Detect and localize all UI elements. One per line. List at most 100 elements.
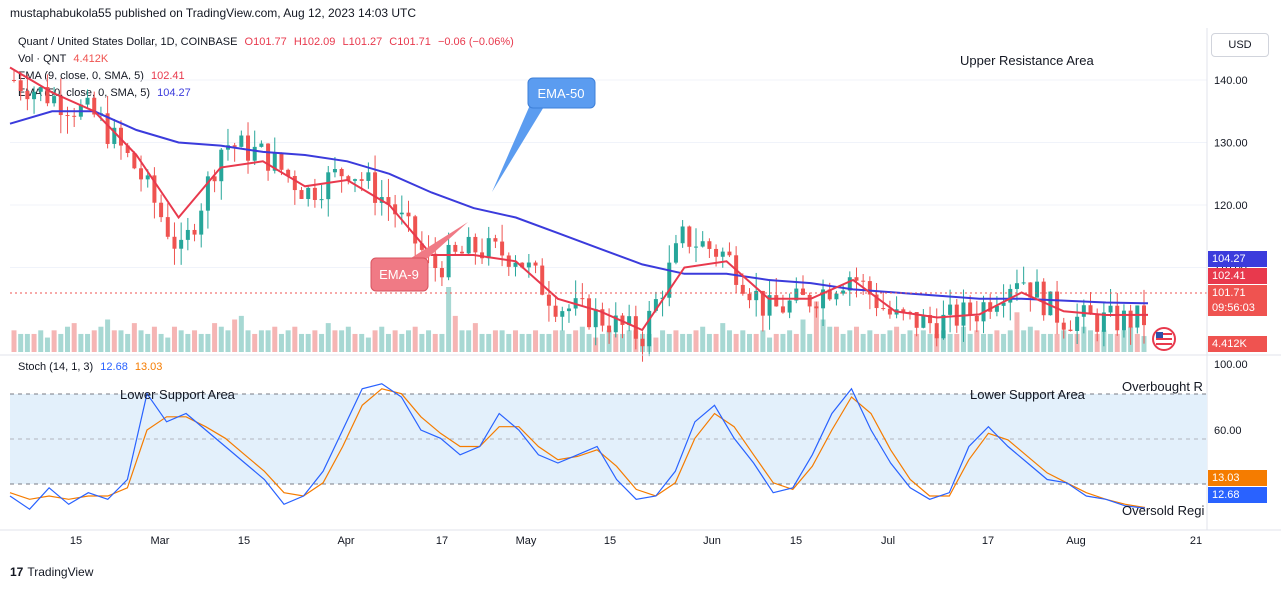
candle-body [948, 304, 953, 315]
candle-body [326, 172, 331, 200]
volume-bar [820, 319, 826, 352]
volume-bar [38, 330, 44, 352]
candle-body [841, 290, 846, 294]
lower-support-label-1: Lower Support Area [120, 387, 236, 402]
currency-button[interactable]: USD [1211, 33, 1269, 57]
volume-bar [365, 337, 371, 352]
candle-body [279, 153, 284, 170]
candle-body [165, 217, 170, 237]
candle-body [379, 197, 384, 203]
candle-body [887, 308, 892, 315]
candle-body [1121, 310, 1126, 331]
candle-body [647, 310, 652, 347]
candle-body [600, 309, 605, 326]
candle-body [881, 308, 886, 310]
candle-body [700, 241, 705, 247]
candle-body [774, 295, 779, 307]
candle-body [847, 277, 852, 291]
volume-bar [78, 333, 84, 352]
candle-body [1041, 281, 1046, 316]
candle-body [540, 265, 545, 295]
volume-bar [1054, 333, 1060, 352]
candle-body [734, 255, 739, 285]
candle-body [446, 244, 451, 278]
volume-legend: Vol · QNT 4.412K [18, 53, 112, 65]
candle-body [139, 168, 144, 180]
volume-bar [339, 330, 345, 352]
volume-bar [787, 330, 793, 352]
candle-body [359, 179, 364, 181]
volume-bar [640, 333, 646, 352]
candle-body [179, 239, 184, 249]
ema9-label[interactable]: EMA (9, close, 0, SMA, 5) [18, 70, 144, 82]
volume-bar [767, 337, 773, 352]
volume-bar [118, 330, 124, 352]
volume-bar [619, 333, 625, 352]
volume-bar [452, 315, 458, 352]
time-tick-label: Aug [1066, 535, 1086, 547]
candle-body [1095, 314, 1100, 332]
candle-body [794, 288, 799, 301]
volume-bar [1061, 330, 1067, 352]
tradingview-logo[interactable]: 17 TradingView [10, 565, 93, 579]
candle-body [112, 127, 117, 144]
volume-bar [847, 330, 853, 352]
ema50-legend: EMA (50, close, 0, SMA, 5) 104.27 [18, 87, 195, 99]
candle-body [366, 172, 371, 181]
volume-bar [258, 330, 264, 352]
volume-bar [352, 333, 358, 352]
volume-label[interactable]: Vol · QNT [18, 53, 67, 65]
volume-bar [860, 333, 866, 352]
candle-body [901, 309, 906, 312]
candle-body [145, 175, 150, 180]
ema9-callout-text: EMA-9 [379, 267, 419, 282]
candle-body [506, 255, 511, 267]
volume-bar [105, 319, 111, 352]
candle-body [219, 149, 224, 182]
candle-body [1135, 305, 1140, 328]
volume-bar [472, 323, 478, 352]
symbol-name[interactable]: Quant / United States Dollar, 1D, COINBA… [18, 36, 238, 48]
candle-body [1061, 322, 1066, 330]
volume-bar [894, 326, 900, 352]
candle-body [747, 293, 752, 301]
volume-bar [185, 333, 191, 352]
time-tick-label: May [516, 535, 537, 547]
time-axis: 15 Mar 15 Apr 17 May 15 Jun 15 Jul 17 Aug 21 [70, 535, 1202, 547]
ema50-label[interactable]: EMA (50, close, 0, SMA, 5) [18, 87, 151, 99]
volume-bar [278, 333, 284, 352]
lower-support-label-2: Lower Support Area [970, 387, 1086, 402]
ohlc-close: C101.71 [389, 36, 431, 48]
volume-bar [1067, 333, 1073, 352]
volume-bar [11, 330, 17, 352]
volume-bar [125, 333, 131, 352]
grid [10, 79, 1207, 268]
candle-body [961, 302, 966, 326]
volume-bar [573, 330, 579, 352]
candle-body [673, 243, 678, 263]
candle-body [687, 226, 692, 247]
volume-bar [680, 333, 686, 352]
price-tick-label: 120.00 [1214, 200, 1248, 212]
candle-body [607, 325, 612, 333]
time-tick-label: 15 [238, 535, 250, 547]
volume-bar [747, 333, 753, 352]
ohlc-open: O101.77 [244, 36, 287, 48]
stoch-label[interactable]: Stoch (14, 1, 3) [18, 361, 94, 373]
price-tick-label: 140.00 [1214, 75, 1248, 87]
candle-body [640, 338, 645, 347]
candles [12, 69, 1146, 362]
candle-body [613, 315, 618, 333]
volume-bar [64, 326, 70, 352]
volume-bar [345, 326, 351, 352]
candle-body [974, 315, 979, 322]
volume-bar [526, 333, 532, 352]
candle-body [1108, 305, 1113, 313]
volume-bar [1021, 330, 1027, 352]
candle-body [867, 281, 872, 295]
volume-bar [51, 330, 57, 352]
stoch-d-tag: 13.03 [1208, 470, 1267, 486]
volume-bar [987, 333, 993, 352]
volume-bar [954, 333, 960, 352]
